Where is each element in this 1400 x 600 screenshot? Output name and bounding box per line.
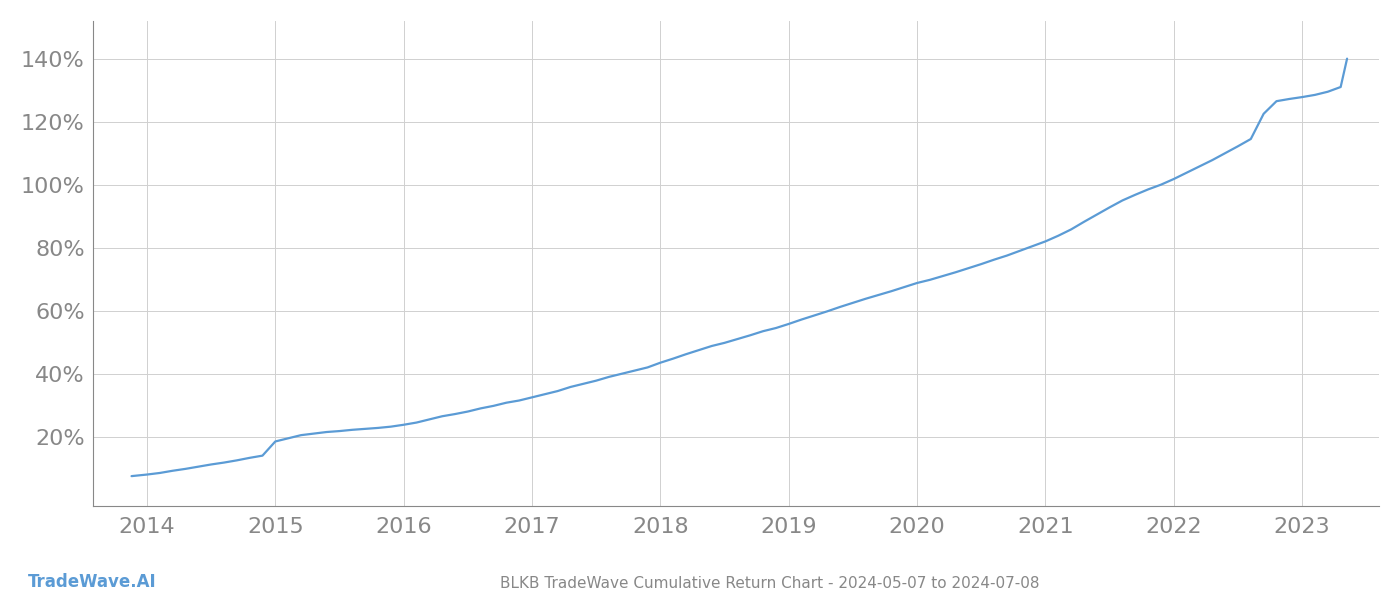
Text: TradeWave.AI: TradeWave.AI: [28, 573, 157, 591]
Text: BLKB TradeWave Cumulative Return Chart - 2024-05-07 to 2024-07-08: BLKB TradeWave Cumulative Return Chart -…: [500, 576, 1040, 591]
